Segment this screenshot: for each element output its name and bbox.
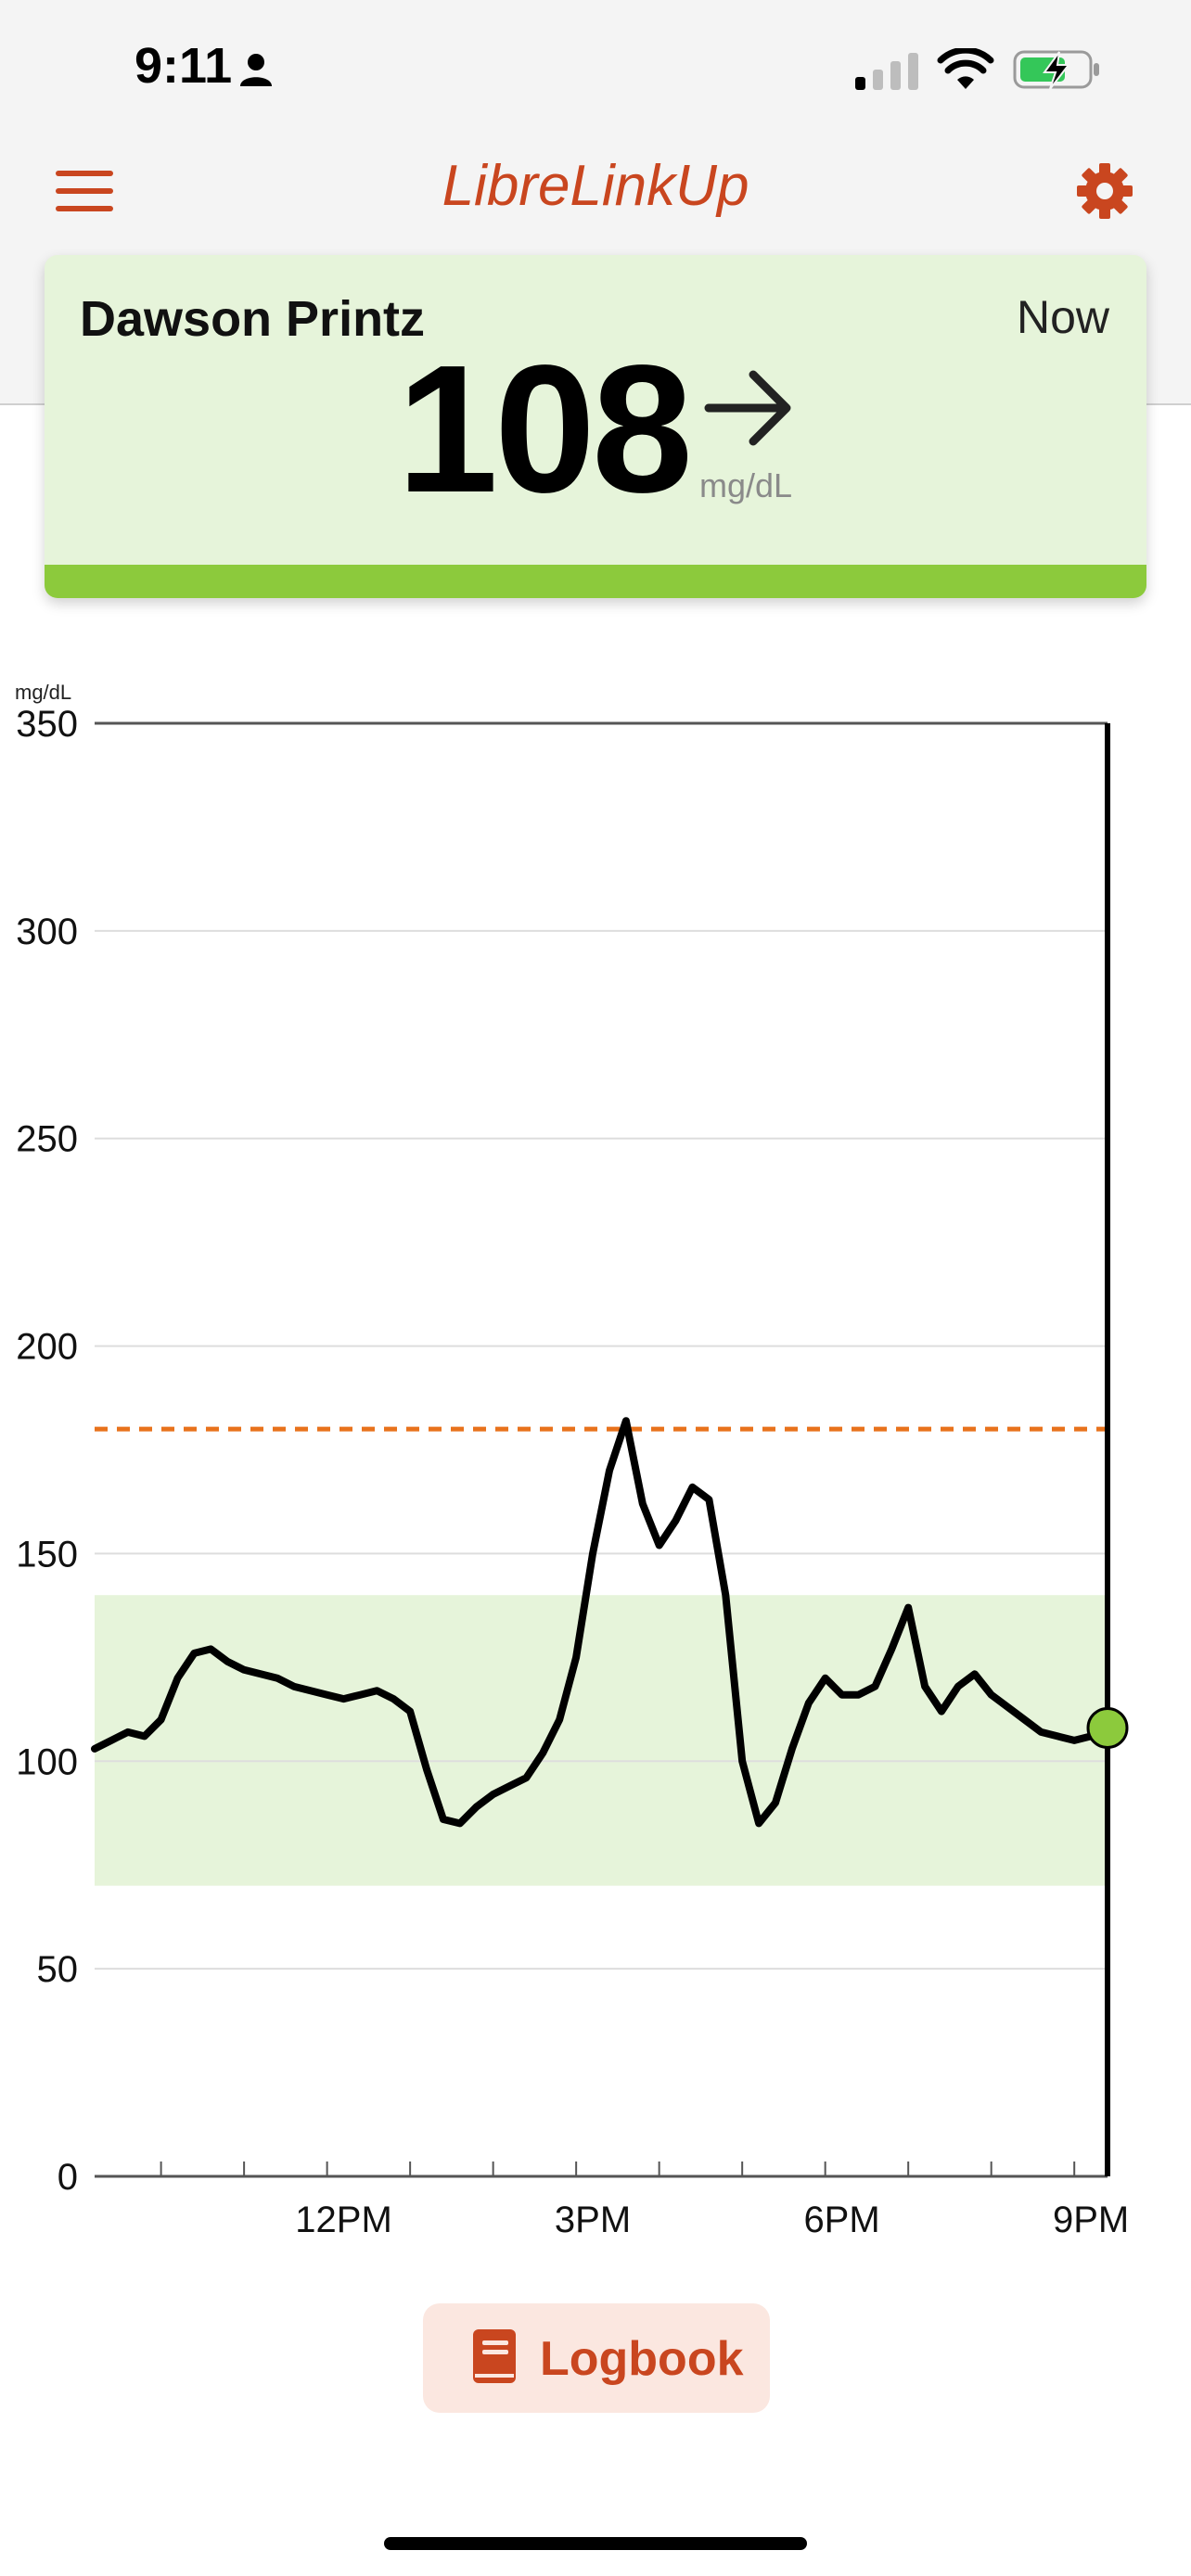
y-tick-label-350: 350 — [16, 704, 78, 745]
trend-arrow-right-icon — [704, 370, 791, 446]
glucose-chart-svg: mg/dL 0 50 100 150 200 250 300 350 12PM 3PM 6PM 9PM — [15, 681, 1129, 2240]
glucose-series-line — [91, 1417, 1111, 1828]
patient-name: Dawson Printz — [80, 291, 426, 347]
y-axis-unit-label: mg/dL — [15, 681, 71, 704]
in-range-status-bar — [45, 565, 1146, 598]
logbook-label: Logbook — [540, 2332, 744, 2386]
glucose-unit: mg/dL — [699, 466, 793, 504]
current-reading-marker — [1086, 1706, 1129, 1749]
x-tick-label-9PM: 9PM — [1053, 2200, 1129, 2240]
y-tick-label-50: 50 — [37, 1949, 79, 1990]
gear-icon[interactable] — [1076, 162, 1133, 220]
logbook-button[interactable]: Logbook — [423, 2303, 770, 2413]
hamburger-menu-icon[interactable] — [56, 169, 113, 213]
y-tick-label-250: 250 — [16, 1119, 78, 1160]
home-indicator[interactable] — [384, 2537, 807, 2550]
x-tick-label-3PM: 3PM — [555, 2200, 631, 2240]
cellular-signal-icon — [855, 53, 918, 90]
book-icon — [473, 2329, 516, 2383]
glucose-value: 108 — [397, 327, 693, 530]
x-tick-label-12PM: 12PM — [295, 2200, 392, 2240]
y-tick-label-100: 100 — [16, 1741, 78, 1782]
battery-charging-icon — [1013, 50, 1099, 90]
reading-time: Now — [1016, 291, 1109, 343]
status-time: 9:11 — [134, 38, 233, 94]
x-tick-label-6PM: 6PM — [803, 2200, 879, 2240]
app-title: LibreLinkUp — [442, 154, 749, 218]
y-tick-label-150: 150 — [16, 1534, 78, 1575]
wifi-icon — [937, 48, 994, 89]
y-tick-label-300: 300 — [16, 912, 78, 952]
glucose-chart[interactable]: mg/dL 0 50 100 150 200 250 300 350 12PM 3PM 6PM 9PM — [0, 677, 1191, 2253]
y-tick-label-200: 200 — [16, 1327, 78, 1368]
person-icon — [240, 54, 272, 86]
target-range-band — [95, 1595, 1108, 1886]
glucose-reading-card[interactable]: Dawson Printz Now 108 mg/dL — [45, 255, 1146, 598]
y-tick-label-0: 0 — [58, 2157, 78, 2198]
